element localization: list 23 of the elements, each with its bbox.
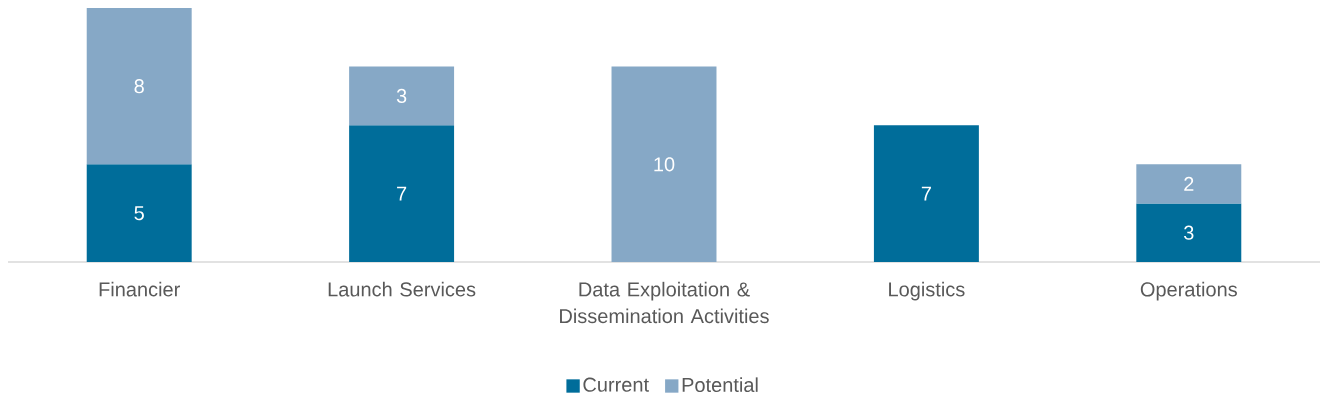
x-tick-label: Data Exploitation & Dissemination Activities xyxy=(560,281,769,324)
data-label: 7 xyxy=(397,186,407,201)
data-label: 7 xyxy=(921,186,931,201)
bar xyxy=(349,125,455,262)
data-label: 3 xyxy=(1183,225,1194,240)
data-label: 8 xyxy=(134,79,144,94)
bar xyxy=(1136,164,1242,204)
bar xyxy=(873,125,979,262)
data-label: 3 xyxy=(396,88,407,103)
bar xyxy=(1136,203,1242,262)
bar xyxy=(86,8,192,165)
legend-label: Potential xyxy=(682,377,758,393)
x-tick-label: Financier xyxy=(99,281,180,297)
x-tick-label: Launch Services xyxy=(328,281,476,297)
bar xyxy=(349,66,455,126)
data-label: 5 xyxy=(134,206,144,221)
bar xyxy=(86,164,192,262)
data-label: 2 xyxy=(1184,176,1194,191)
x-tick-label: Operations xyxy=(1140,281,1237,301)
legend-label: Current xyxy=(583,377,649,392)
data-label: 10 xyxy=(654,157,675,172)
x-tick-label: Logistics xyxy=(889,281,965,301)
bar xyxy=(611,66,717,262)
